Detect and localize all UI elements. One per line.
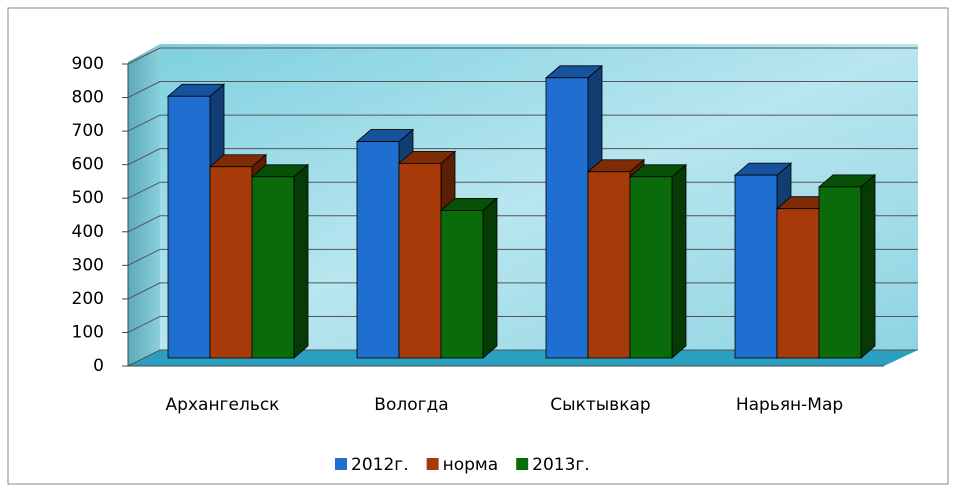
floor (128, 350, 918, 366)
bar-front (209, 166, 253, 359)
x-tick-label: Сыктывкар (550, 395, 650, 415)
y-tick-label: 700 (72, 121, 104, 141)
x-tick-label: Вологда (374, 395, 448, 415)
legend-swatch (426, 458, 439, 470)
legend-swatch (516, 458, 529, 470)
bar-front (818, 186, 862, 359)
y-tick-label: 300 (72, 255, 104, 275)
bar-front (734, 174, 778, 359)
y-tick-label: 800 (72, 88, 104, 108)
bar-front (587, 171, 631, 359)
y-tick-label: 900 (72, 54, 104, 74)
bar (166, 83, 226, 359)
bar-front (776, 208, 820, 359)
legend-label: норма (443, 455, 499, 475)
bar-front (167, 95, 211, 359)
y-tick-label: 400 (72, 222, 104, 242)
bar (439, 197, 499, 359)
legend-swatch (335, 458, 347, 470)
bar-side (482, 197, 498, 359)
back-wall (160, 44, 918, 350)
bar-front (398, 162, 442, 359)
grid-line (127, 81, 918, 99)
bar-side (293, 163, 309, 359)
grid-line (127, 114, 918, 132)
x-tick-label: Нарьян-Мар (736, 395, 843, 415)
side-wall (128, 44, 160, 366)
grid-line (127, 47, 918, 65)
y-tick-label: 0 (93, 356, 104, 376)
bar-front (440, 209, 484, 359)
bar-side (671, 163, 687, 359)
bar (817, 173, 877, 359)
bar-front (545, 77, 589, 359)
legend-label: 2013г. (532, 455, 590, 475)
y-tick-label: 100 (72, 322, 104, 342)
bar-front (251, 176, 295, 359)
y-tick-label: 500 (72, 188, 104, 208)
x-tick-label: Архангельск (166, 395, 280, 415)
bar (250, 163, 310, 359)
bar (628, 163, 688, 359)
bar-front (629, 176, 673, 359)
y-tick-label: 600 (72, 155, 104, 175)
bar-side (860, 173, 876, 359)
grid-line (127, 148, 918, 166)
bar-front (356, 141, 400, 359)
legend-label: 2012г. (351, 455, 409, 475)
y-tick-label: 200 (72, 289, 104, 309)
